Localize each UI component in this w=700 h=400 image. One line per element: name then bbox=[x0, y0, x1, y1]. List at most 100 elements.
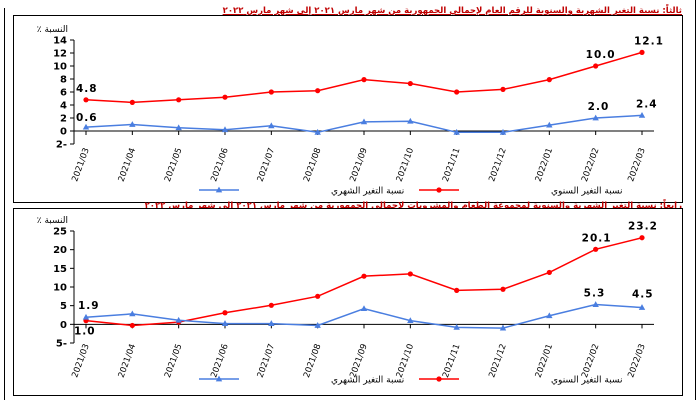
chart-2-data-label: 4.5 bbox=[632, 289, 654, 301]
chart-1-series-point bbox=[639, 49, 645, 55]
chart-1-series-point bbox=[129, 99, 135, 105]
chart-1-x-tick-label: 2021/07 bbox=[256, 147, 277, 184]
chart-2-y-tick-label: 10 bbox=[53, 283, 67, 294]
chart-2-y-tick-label: 5- bbox=[56, 339, 67, 350]
chart-1-series-point bbox=[315, 88, 321, 94]
chart-2-series-point bbox=[453, 323, 460, 330]
chart-1-y-tick-label: 0 bbox=[60, 127, 67, 138]
chart-1-caption: ثالثاً: نسبة التغير الشهرية والسنوية للر… bbox=[222, 6, 682, 16]
chart-2-series-point bbox=[315, 293, 321, 299]
chart-2-x-tick-label: 2022/03 bbox=[626, 343, 647, 380]
chart-2-caption: رابعاً: نسبة التغير الشهرية والسنوية لمج… bbox=[144, 201, 682, 211]
chart-2-series-point bbox=[268, 302, 274, 308]
chart-1-data-label: 10.0 bbox=[586, 49, 616, 61]
chart-1-legend-marker bbox=[215, 186, 223, 193]
chart-2-y-tick-label: 5 bbox=[60, 301, 67, 312]
chart-1-series-point bbox=[175, 124, 182, 131]
chart-2-x-tick-label: 2021/08 bbox=[302, 343, 323, 380]
chart-1-y-tick-label: 4 bbox=[60, 101, 67, 112]
chart-1-x-tick-label: 2021/06 bbox=[209, 147, 230, 184]
chart-2-series-line bbox=[85, 236, 643, 327]
chart-1-series-point bbox=[129, 121, 136, 127]
chart-1-x-tick-label: 2021/08 bbox=[302, 147, 323, 184]
chart-1-y-tick-label: 2- bbox=[56, 140, 67, 151]
chart-1-svg: النسبة ٪ 2- 0 2 4 6 8 10 12 14 2021/03 2021/04 2021/… bbox=[37, 25, 663, 197]
chart-1-series-point bbox=[638, 112, 646, 118]
chart-2-series-point bbox=[407, 271, 413, 277]
chart-1-series-point bbox=[593, 63, 599, 69]
chart-1-x-tick-label: 2021/11 bbox=[441, 147, 462, 184]
chart-1-series-point bbox=[361, 77, 367, 83]
chart-2-series-point bbox=[82, 313, 90, 320]
chart-1-legend-marker bbox=[436, 187, 442, 193]
chart-2-y-tick-label: 15 bbox=[53, 264, 67, 275]
chart-1-series-point bbox=[82, 123, 90, 130]
chart-2-series-point bbox=[361, 273, 367, 279]
chart-2-x-tick-label: 2021/04 bbox=[117, 343, 138, 380]
chart-2-series-point bbox=[175, 316, 182, 323]
chart-2-series-point bbox=[546, 312, 553, 319]
chart-1-x-tick-label: 2022/01 bbox=[534, 147, 555, 184]
chart-1-series-point bbox=[83, 97, 89, 103]
chart-1-x-tick-label: 2022/03 bbox=[626, 147, 647, 184]
chart-1-series-point bbox=[360, 118, 368, 125]
chart-2-frame: النسبة ٪ 5- 0 5 10 15 20 25 2021/03 2021/04 2021/0… bbox=[13, 208, 683, 396]
chart-1-series-point bbox=[222, 94, 228, 100]
chart-1-x-tick-label: 2021/10 bbox=[395, 147, 416, 184]
page-edge-left bbox=[4, 8, 5, 400]
chart-2-svg: النسبة ٪ 5- 0 5 10 15 20 25 2021/03 2021/04 2021/0… bbox=[37, 216, 657, 386]
chart-2-series-point bbox=[639, 235, 645, 241]
chart-2-data-label: 5.3 bbox=[584, 288, 606, 300]
chart-2-legend-marker bbox=[436, 376, 442, 382]
chart-1-series-point bbox=[500, 86, 506, 92]
chart-1-series-point bbox=[268, 89, 274, 95]
chart-1-frame: النسبة ٪ 2- 0 2 4 6 8 10 12 14 2021/03 2021/04 2021/… bbox=[13, 15, 683, 203]
chart-2-series-point bbox=[221, 320, 229, 326]
chart-2-y-tick-label: 0 bbox=[60, 320, 67, 331]
chart-2-x-tick-label: 2021/10 bbox=[395, 343, 416, 380]
chart-1-x-tick-label: 2021/12 bbox=[487, 147, 508, 184]
chart-1-x-tick-label: 2022/02 bbox=[580, 147, 601, 184]
chart-1-x-tick-label: 2021/03 bbox=[70, 147, 91, 184]
chart-2-series-point bbox=[222, 310, 228, 316]
chart-2-x-tick-label: 2021/07 bbox=[256, 343, 277, 380]
chart-2-series-point bbox=[129, 310, 136, 317]
chart-2-series-point bbox=[360, 305, 368, 312]
chart-2-x-tick-label: 2022/01 bbox=[534, 343, 555, 380]
chart-1-y-tick-label: 10 bbox=[53, 62, 67, 73]
chart-1-series-point bbox=[454, 89, 460, 95]
chart-1-x-tick-label: 2021/04 bbox=[117, 147, 138, 184]
chart-2-series-point bbox=[638, 304, 646, 310]
chart-2-legend-label: نسبة التغير الشهري bbox=[331, 376, 404, 386]
chart-2-series-point bbox=[546, 269, 552, 276]
chart-1-data-label: 2.0 bbox=[588, 101, 610, 113]
chart-1-series-point bbox=[176, 97, 182, 103]
chart-1-series-point bbox=[592, 114, 599, 121]
chart-1-series-point bbox=[407, 80, 413, 87]
chart-1-series-point bbox=[407, 117, 414, 124]
chart-2-x-tick-label: 2021/06 bbox=[209, 343, 230, 380]
chart-2-series-point bbox=[593, 246, 599, 252]
chart-2-series-point bbox=[129, 322, 135, 329]
chart-2-series-point bbox=[314, 322, 321, 328]
chart-1-series-point bbox=[314, 128, 321, 135]
chart-1-y-axis-label: النسبة ٪ bbox=[37, 25, 68, 35]
chart-1-series-point bbox=[221, 126, 229, 133]
chart-2-legend-label: نسبة التغير السنوي bbox=[551, 376, 622, 386]
chart-1-series-point bbox=[453, 128, 460, 135]
chart-1-series-point bbox=[499, 128, 507, 135]
chart-2-series-point bbox=[499, 324, 507, 331]
chart-2-series-point bbox=[592, 301, 599, 307]
chart-2-x-tick-label: 2021/03 bbox=[70, 343, 91, 380]
page-edge-right bbox=[695, 0, 696, 400]
chart-1-y-tick-label: 14 bbox=[53, 36, 67, 47]
chart-2-data-label: 1.9 bbox=[78, 300, 100, 312]
chart-2-y-axis-label: النسبة ٪ bbox=[37, 216, 68, 226]
chart-2-x-tick-label: 2021/05 bbox=[163, 343, 184, 380]
chart-1-data-label: 2.4 bbox=[636, 98, 658, 110]
chart-2-x-tick-label: 2021/12 bbox=[487, 343, 508, 380]
chart-1-data-label: 0.6 bbox=[76, 112, 98, 124]
chart-1-series-point bbox=[546, 77, 552, 83]
chart-2-series-point bbox=[454, 287, 460, 293]
chart-1-y-tick-label: 2 bbox=[60, 114, 67, 125]
